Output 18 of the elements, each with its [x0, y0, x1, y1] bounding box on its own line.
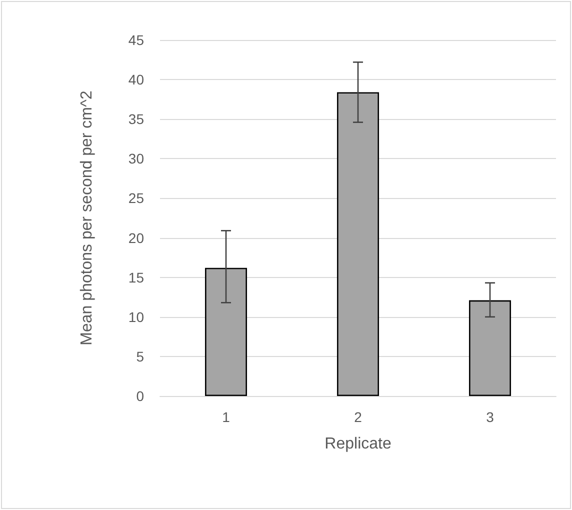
bar: [337, 92, 379, 396]
x-tick-label: 3: [486, 409, 494, 425]
y-tick-label: 40: [128, 72, 144, 88]
bar: [205, 268, 247, 396]
y-tick-label: 0: [136, 388, 144, 404]
y-axis-title: Mean photons per second per cm^2: [78, 90, 96, 346]
y-tick-label: 35: [128, 111, 144, 128]
y-tick-label: 20: [128, 230, 144, 246]
y-tick-label: 25: [128, 190, 144, 206]
y-tick-label: 10: [128, 308, 144, 325]
x-tick-label: 2: [354, 409, 362, 425]
bar: [469, 300, 511, 396]
y-tick-label: 30: [128, 150, 144, 167]
x-tick-label: 1: [222, 409, 230, 425]
y-tick-label: 15: [128, 269, 144, 286]
y-tick-label: 45: [128, 32, 144, 48]
y-tick-label: 5: [136, 348, 144, 364]
x-axis-title: Replicate: [324, 436, 392, 452]
